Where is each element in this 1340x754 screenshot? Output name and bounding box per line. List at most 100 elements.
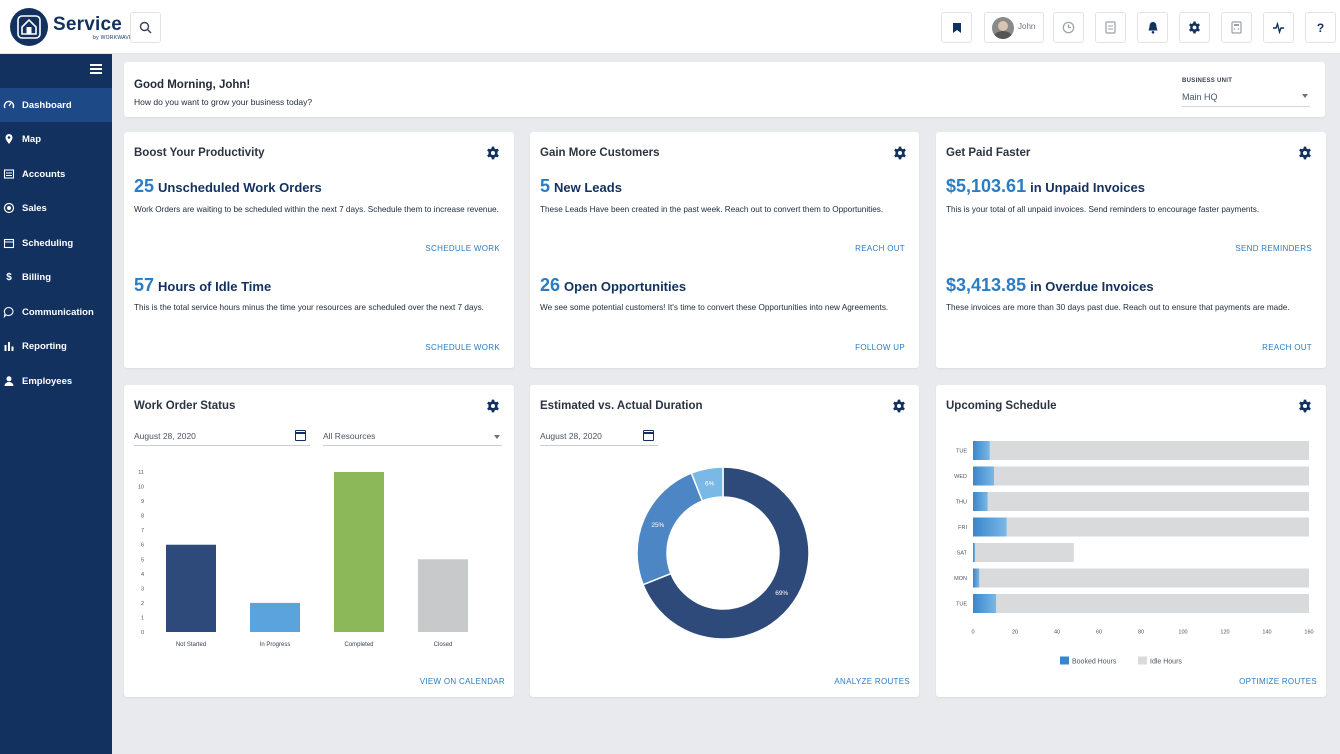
greeting-card: Good Morning, John! How do you want to g…	[124, 62, 1325, 117]
y-tick-label: 3	[141, 586, 144, 592]
upcoming-schedule-card: Upcoming Schedule TUE WED THU FRI SAT MON TUE 0…	[936, 385, 1326, 697]
x-tick-label: 80	[1138, 630, 1144, 636]
card-title: Work Order Status	[134, 400, 236, 412]
gear-icon[interactable]	[892, 399, 906, 413]
bar[interactable]	[250, 602, 300, 632]
sidebar-item-billing[interactable]: $ Billing	[0, 260, 112, 294]
idle-hours-bar[interactable]	[996, 594, 1309, 613]
new-leads-metric: 5 New Leads	[540, 176, 622, 197]
history-button[interactable]	[1053, 12, 1084, 43]
x-tick-label: 100	[1178, 630, 1187, 636]
bookmark-button[interactable]	[941, 12, 972, 43]
bar[interactable]	[418, 559, 468, 632]
follow-up-link[interactable]: FOLLOW UP	[855, 343, 905, 352]
date-picker[interactable]: August 28, 2020	[134, 429, 310, 446]
metric-description: These Leads Have been created in the pas…	[540, 205, 884, 214]
user-menu[interactable]: John	[984, 12, 1044, 43]
sidebar-item-map[interactable]: Map	[0, 122, 112, 156]
booked-hours-bar[interactable]	[973, 517, 1007, 537]
booked-hours-bar[interactable]	[973, 492, 988, 511]
pulse-icon	[1273, 21, 1284, 34]
metric-description: This is the total service hours minus th…	[134, 303, 484, 312]
slice-label: 69%	[775, 590, 788, 597]
x-tick-label: 40	[1054, 630, 1060, 636]
booked-hours-bar[interactable]	[973, 594, 997, 613]
gear-icon[interactable]	[893, 146, 907, 160]
y-tick-label: FRI	[958, 525, 967, 531]
donut-slice[interactable]	[642, 466, 810, 640]
idle-hours-bar[interactable]	[975, 543, 1074, 562]
gear-icon[interactable]	[486, 399, 500, 413]
idle-hours-bar[interactable]	[989, 441, 1309, 460]
search-button[interactable]	[130, 12, 161, 43]
optimize-routes-link[interactable]: OPTIMIZE ROUTES	[1239, 677, 1317, 686]
x-tick-label: Completed	[344, 642, 373, 648]
sidebar: Dashboard Map Accounts Sales Scheduling …	[0, 54, 112, 754]
booked-hours-bar[interactable]	[973, 568, 980, 588]
bar[interactable]	[166, 544, 216, 632]
help-button[interactable]: ?	[1305, 12, 1336, 43]
donut-slice[interactable]	[690, 466, 724, 502]
y-tick-label: 7	[141, 528, 144, 534]
settings-button[interactable]	[1179, 12, 1210, 43]
bar[interactable]	[334, 472, 384, 632]
idle-hours-bar[interactable]	[994, 466, 1309, 486]
sidebar-item-label: Billing	[22, 272, 52, 283]
reach-out-link[interactable]: REACH OUT	[855, 244, 905, 253]
sidebar-item-label: Sales	[22, 203, 47, 214]
slice-label: 25%	[651, 522, 664, 529]
idle-hours-bar[interactable]	[1006, 517, 1309, 537]
gear-icon[interactable]	[486, 146, 500, 160]
house-logo-icon[interactable]	[10, 8, 48, 46]
sidebar-item-scheduling[interactable]: Scheduling	[0, 226, 112, 260]
booked-hours-bar[interactable]	[973, 441, 990, 460]
y-tick-label: 9	[141, 499, 144, 505]
booked-hours-bar[interactable]	[973, 543, 976, 562]
greeting-subtitle: How do you want to grow your business to…	[134, 97, 313, 107]
unpaid-invoices-metric: $5,103.61 in Unpaid Invoices	[946, 176, 1145, 197]
chevron-down-icon	[494, 435, 500, 439]
notes-button[interactable]	[1095, 12, 1126, 43]
sidebar-item-label: Communication	[22, 307, 94, 318]
y-tick-label: 11	[138, 470, 144, 476]
view-on-calendar-link[interactable]: VIEW ON CALENDAR	[419, 677, 505, 686]
search-icon	[139, 21, 152, 34]
sidebar-item-dashboard[interactable]: Dashboard	[0, 88, 112, 122]
unscheduled-work-orders-metric: 25 Unscheduled Work Orders	[134, 176, 322, 197]
schedule-work-link[interactable]: SCHEDULE WORK	[425, 343, 500, 352]
metric-label: New Leads	[554, 180, 622, 195]
idle-hours-bar[interactable]	[987, 492, 1309, 511]
date-picker[interactable]: August 28, 2020	[540, 429, 658, 446]
work-order-status-chart: 0 1 2 3 4 5 6 7 8 9 10 11 Not Started In Progress Comp…	[138, 470, 468, 648]
help-icon: ?	[1316, 20, 1325, 35]
legend-swatch	[1060, 656, 1069, 665]
y-tick-label: 5	[141, 557, 144, 563]
calculator-button[interactable]	[1221, 12, 1252, 43]
duration-card: Estimated vs. Actual Duration August 28,…	[530, 385, 919, 697]
card-title: Upcoming Schedule	[946, 400, 1057, 412]
analyze-routes-link[interactable]: ANALYZE ROUTES	[834, 677, 910, 686]
schedule-work-link[interactable]: SCHEDULE WORK	[425, 244, 500, 253]
card-title: Get Paid Faster	[946, 147, 1031, 159]
idle-hours-bar[interactable]	[979, 568, 1309, 588]
gear-icon[interactable]	[1298, 399, 1312, 413]
gear-icon[interactable]	[1298, 146, 1312, 160]
booked-hours-bar[interactable]	[973, 466, 994, 486]
sidebar-item-employees[interactable]: Employees	[0, 364, 112, 398]
bookmark-icon	[952, 22, 961, 33]
menu-icon[interactable]	[90, 64, 102, 74]
donut-slice[interactable]	[636, 472, 704, 586]
sidebar-item-reporting[interactable]: Reporting	[0, 329, 112, 363]
business-unit-value: Main HQ	[1182, 92, 1218, 102]
business-unit-select[interactable]: Main HQ	[1182, 89, 1310, 107]
sidebar-item-sales[interactable]: Sales	[0, 191, 112, 225]
resources-select[interactable]: All Resources	[323, 429, 502, 446]
metric-value: 5	[540, 176, 551, 196]
sidebar-item-accounts[interactable]: Accounts	[0, 157, 112, 191]
activity-button[interactable]	[1263, 12, 1294, 43]
reach-out-link[interactable]: REACH OUT	[1262, 343, 1312, 352]
notifications-button[interactable]	[1137, 12, 1168, 43]
card-title: Estimated vs. Actual Duration	[540, 400, 703, 412]
send-reminders-link[interactable]: SEND REMINDERS	[1235, 244, 1312, 253]
sidebar-item-communication[interactable]: Communication	[0, 295, 112, 329]
